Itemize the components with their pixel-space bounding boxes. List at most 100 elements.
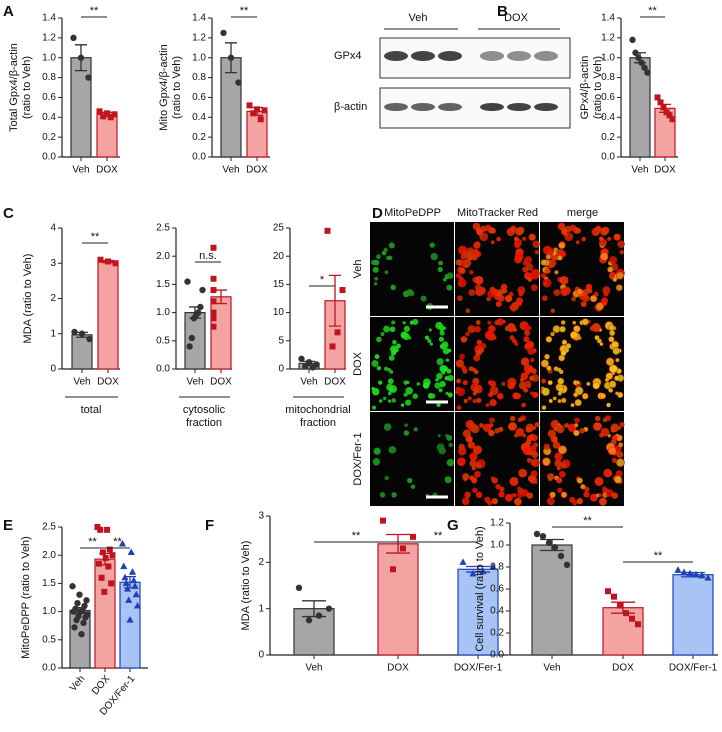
mitochondria-green bbox=[617, 392, 623, 398]
mitochondria-green bbox=[558, 242, 565, 249]
mitochondria bbox=[509, 415, 516, 422]
mitochondria bbox=[486, 296, 491, 302]
mitochondria bbox=[517, 417, 523, 423]
mitochondria-green bbox=[608, 447, 616, 455]
x-tick-label: DOX bbox=[324, 377, 346, 388]
mitochondria-green bbox=[616, 284, 623, 291]
data-point bbox=[78, 630, 85, 638]
mitochondria bbox=[554, 452, 563, 461]
mitochondria bbox=[466, 260, 472, 266]
mitochondria-green bbox=[608, 336, 614, 342]
mitochondria bbox=[490, 240, 495, 245]
data-point bbox=[101, 588, 108, 595]
mitochondria-green bbox=[574, 423, 578, 427]
data-point bbox=[97, 526, 104, 533]
mitochondria bbox=[496, 236, 501, 242]
mitochondria-green bbox=[423, 382, 430, 389]
mitochondria bbox=[457, 295, 463, 302]
mitochondria bbox=[589, 325, 595, 331]
mitochondria-green bbox=[586, 382, 591, 386]
y-tick-label: 0.8 bbox=[601, 72, 615, 83]
mitochondria bbox=[603, 468, 613, 478]
y-tick-label: 0.5 bbox=[156, 335, 170, 346]
mitochondria bbox=[613, 233, 621, 241]
mitochondria bbox=[475, 491, 483, 499]
mitochondria-green bbox=[413, 427, 418, 432]
significance-label: ** bbox=[88, 536, 97, 548]
mitochondria-green bbox=[609, 330, 615, 336]
data-point bbox=[654, 94, 661, 101]
mitochondria bbox=[498, 491, 505, 498]
chart: 0 1 2 3 MDA (ratio to Veh) Veh DOX DOX/Fer-1 ** *… bbox=[240, 511, 508, 674]
x-tick-label: DOX/Fer-1 bbox=[454, 663, 503, 674]
mitochondria bbox=[501, 381, 506, 386]
data-point bbox=[186, 343, 193, 350]
data-point bbox=[210, 323, 217, 330]
mitochondria-green bbox=[410, 484, 416, 490]
mitochondria-green bbox=[600, 393, 606, 399]
mitochondria-green bbox=[407, 477, 413, 484]
mitochondria-green bbox=[381, 250, 387, 256]
mitochondria bbox=[472, 377, 480, 385]
mitochondria bbox=[464, 491, 471, 499]
mitochondria bbox=[551, 437, 558, 443]
mitochondria bbox=[583, 491, 590, 498]
data-point bbox=[220, 29, 227, 37]
mitochondria-green bbox=[542, 388, 550, 396]
mitochondria-green bbox=[435, 378, 439, 382]
y-tick-label: 0.0 bbox=[490, 650, 504, 661]
micrograph bbox=[540, 317, 625, 411]
mitochondria bbox=[455, 259, 462, 266]
mitochondria bbox=[523, 380, 532, 388]
mitochondria bbox=[495, 301, 502, 308]
mitochondria bbox=[491, 497, 498, 505]
error-bar bbox=[659, 103, 671, 113]
mitochondria bbox=[465, 308, 471, 313]
data-point bbox=[74, 599, 81, 607]
x-tick-label: Veh bbox=[300, 377, 317, 388]
y-tick-label: 1.4 bbox=[601, 13, 615, 24]
mitochondria bbox=[466, 437, 473, 443]
mitochondria-green bbox=[442, 347, 450, 355]
mitochondria bbox=[593, 291, 599, 297]
mitochondria bbox=[526, 457, 532, 463]
data-point bbox=[95, 560, 102, 567]
mitochondria bbox=[514, 342, 519, 346]
mitochondria-green bbox=[549, 492, 556, 498]
data-point bbox=[210, 275, 217, 282]
micrograph bbox=[540, 412, 625, 506]
mitochondria bbox=[605, 489, 614, 497]
data-point bbox=[108, 580, 115, 587]
mitochondria bbox=[575, 227, 581, 234]
mitochondria bbox=[547, 473, 555, 481]
blot-band bbox=[411, 103, 435, 111]
mitochondria bbox=[467, 441, 476, 449]
mitochondria-green bbox=[446, 284, 453, 291]
micrograph-row-label: DOX bbox=[352, 351, 364, 376]
mitochondria bbox=[460, 253, 467, 260]
data-point bbox=[329, 343, 336, 350]
mitochondria bbox=[522, 446, 532, 456]
group-label: cytosolic bbox=[183, 404, 226, 416]
mitochondria-green bbox=[558, 446, 567, 454]
mitochondria bbox=[544, 267, 551, 274]
panel-letter: D bbox=[372, 205, 383, 222]
mitochondria-green bbox=[403, 325, 410, 332]
bar bbox=[70, 57, 92, 158]
y-tick-label: 0.4 bbox=[490, 606, 504, 617]
mitochondria bbox=[471, 477, 478, 484]
mitochondria-green bbox=[391, 398, 396, 403]
data-point bbox=[257, 116, 264, 123]
y-tick-label: 1 bbox=[50, 328, 56, 339]
mitochondria bbox=[607, 236, 612, 241]
mitochondria bbox=[609, 256, 618, 264]
mitochondria-green bbox=[439, 380, 446, 388]
mitochondria bbox=[475, 462, 482, 469]
mitochondria-green bbox=[438, 324, 445, 331]
mitochondria bbox=[576, 497, 583, 505]
mitochondria bbox=[469, 452, 478, 461]
mitochondria bbox=[564, 423, 569, 428]
panel-letter: G bbox=[447, 517, 459, 534]
blot-band bbox=[507, 103, 531, 111]
mitochondria-green bbox=[561, 320, 566, 325]
